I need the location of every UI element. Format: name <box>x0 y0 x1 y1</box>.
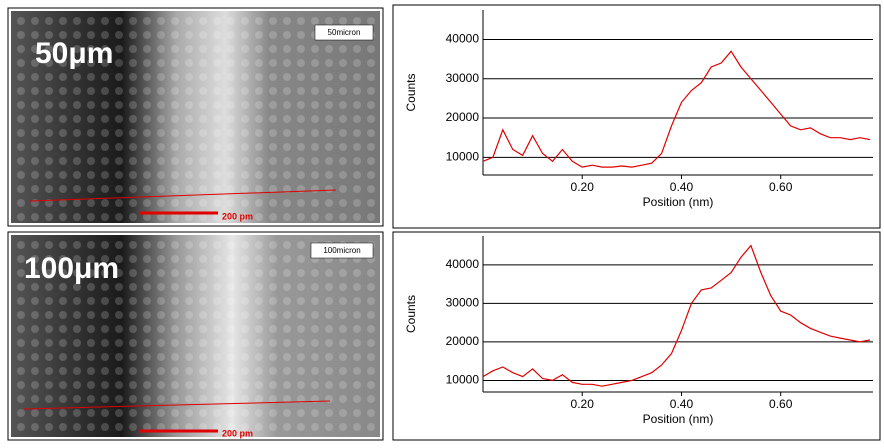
data-line <box>482 244 871 387</box>
x-tick-label: 0.40 <box>670 180 694 194</box>
y-tick-label: 10000 <box>446 373 480 387</box>
panel-border <box>7 231 384 441</box>
image-label: 100μm <box>24 252 119 285</box>
y-axis-label: Counts <box>404 295 418 333</box>
y-tick-label: 30000 <box>446 71 480 85</box>
scale-bar-label: 200 pm <box>222 211 253 221</box>
data-line <box>482 50 871 168</box>
y-axis-label: Counts <box>404 73 418 111</box>
y-tick-label: 30000 <box>446 296 480 310</box>
x-tick-label: 0.60 <box>769 397 793 411</box>
x-tick-label: 0.20 <box>571 180 595 194</box>
lattice-texture <box>11 11 380 223</box>
image-tag: 50micron <box>328 28 361 37</box>
image-panel: 50μm 50micron 200 pm <box>7 7 384 227</box>
lattice-texture <box>11 235 380 437</box>
x-tick-label: 0.20 <box>571 397 595 411</box>
image-tag: 100micron <box>323 246 360 255</box>
y-tick-label: 20000 <box>446 110 480 124</box>
y-tick-label: 40000 <box>446 32 480 46</box>
y-tick-label: 10000 <box>446 149 480 163</box>
x-tick-label: 0.60 <box>769 180 793 194</box>
scale-bar-label: 200 pm <box>222 428 253 438</box>
profile-line <box>23 400 331 410</box>
tag-box <box>310 242 374 259</box>
x-axis-label: Position (nm) <box>643 195 714 209</box>
x-axis-label: Position (nm) <box>643 412 714 426</box>
y-tick-label: 20000 <box>446 334 480 348</box>
panel-border <box>7 7 384 227</box>
tag-box <box>314 24 374 41</box>
chart-border <box>392 4 881 229</box>
y-tick-label: 40000 <box>446 257 480 271</box>
chart-border <box>392 231 881 441</box>
image-panel: 100μm 100micron 200 pm <box>7 231 384 441</box>
image-label: 50μm <box>35 37 113 70</box>
x-tick-label: 0.40 <box>670 397 694 411</box>
profile-line <box>29 189 337 202</box>
